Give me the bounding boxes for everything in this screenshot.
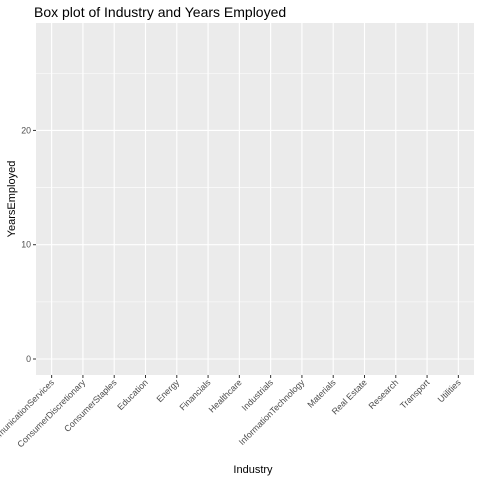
chart-title: Box plot of Industry and Years Employed: [34, 4, 286, 20]
y-axis-title: YearsEmployed: [6, 161, 18, 238]
y-tick-label: 0: [26, 354, 31, 364]
plot-panel: [36, 23, 474, 375]
y-tick-label: 10: [21, 240, 31, 250]
y-axis-ticks: 0 10 20: [21, 125, 36, 364]
y-tick-label: 20: [21, 125, 31, 135]
grid-lines: [36, 23, 474, 375]
x-axis-title: Industry: [233, 464, 273, 476]
